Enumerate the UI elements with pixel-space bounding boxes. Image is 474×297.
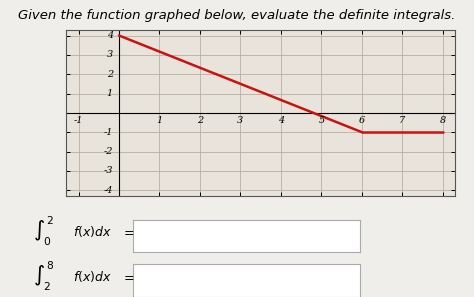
Text: 7: 7 (399, 116, 406, 125)
Text: 3: 3 (107, 50, 113, 59)
Text: 1: 1 (156, 116, 163, 125)
Text: -1: -1 (103, 128, 113, 137)
Text: 5: 5 (319, 116, 325, 125)
Text: -2: -2 (103, 147, 113, 156)
Text: $\int_2^8$: $\int_2^8$ (33, 260, 55, 293)
Text: 6: 6 (359, 116, 365, 125)
Text: $f(x)dx$: $f(x)dx$ (73, 224, 112, 239)
Text: -3: -3 (103, 166, 113, 176)
Text: 4: 4 (107, 31, 113, 40)
Text: $=$: $=$ (121, 225, 135, 238)
Text: -1: -1 (74, 116, 83, 125)
Text: $f(x)dx$: $f(x)dx$ (73, 269, 112, 284)
Text: 3: 3 (237, 116, 244, 125)
Text: 8: 8 (440, 116, 446, 125)
Text: $\int_0^2$: $\int_0^2$ (33, 215, 54, 248)
Text: 1: 1 (107, 89, 113, 98)
Text: 2: 2 (107, 70, 113, 79)
Text: Given the function graphed below, evaluate the definite integrals.: Given the function graphed below, evalua… (18, 9, 456, 22)
Text: $=$: $=$ (121, 270, 135, 283)
Text: -4: -4 (103, 186, 113, 195)
Text: 2: 2 (197, 116, 203, 125)
Text: 4: 4 (278, 116, 284, 125)
